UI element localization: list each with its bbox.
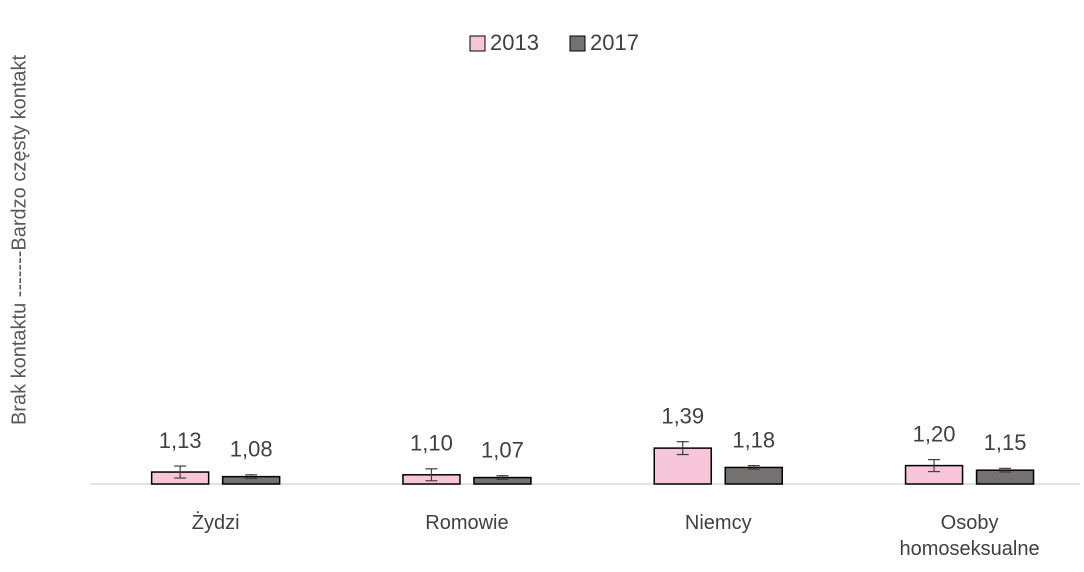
data-label: 1,18 — [732, 427, 775, 452]
x-tick-label: Osoby homoseksualne — [899, 512, 1040, 560]
legend-label: 2017 — [590, 30, 639, 55]
legend-swatch — [469, 35, 486, 52]
data-label: 1,20 — [913, 421, 956, 446]
x-tick-label: Niemcy — [684, 512, 752, 534]
data-label: 1,08 — [230, 437, 273, 462]
y-axis-label: Brak kontaktu -------Bardzo częsty konta… — [8, 55, 30, 426]
data-label: 1,13 — [159, 428, 202, 453]
legend-swatch — [569, 35, 586, 52]
x-tick-label: Żydzi — [191, 512, 240, 534]
legend-label: 2013 — [490, 30, 539, 55]
data-label: 1,15 — [984, 430, 1027, 455]
bar — [724, 466, 783, 485]
x-tick-label: Romowie — [425, 512, 509, 534]
data-label: 1,39 — [661, 403, 704, 428]
data-label: 1,07 — [481, 438, 524, 463]
data-label: 1,10 — [410, 431, 453, 456]
